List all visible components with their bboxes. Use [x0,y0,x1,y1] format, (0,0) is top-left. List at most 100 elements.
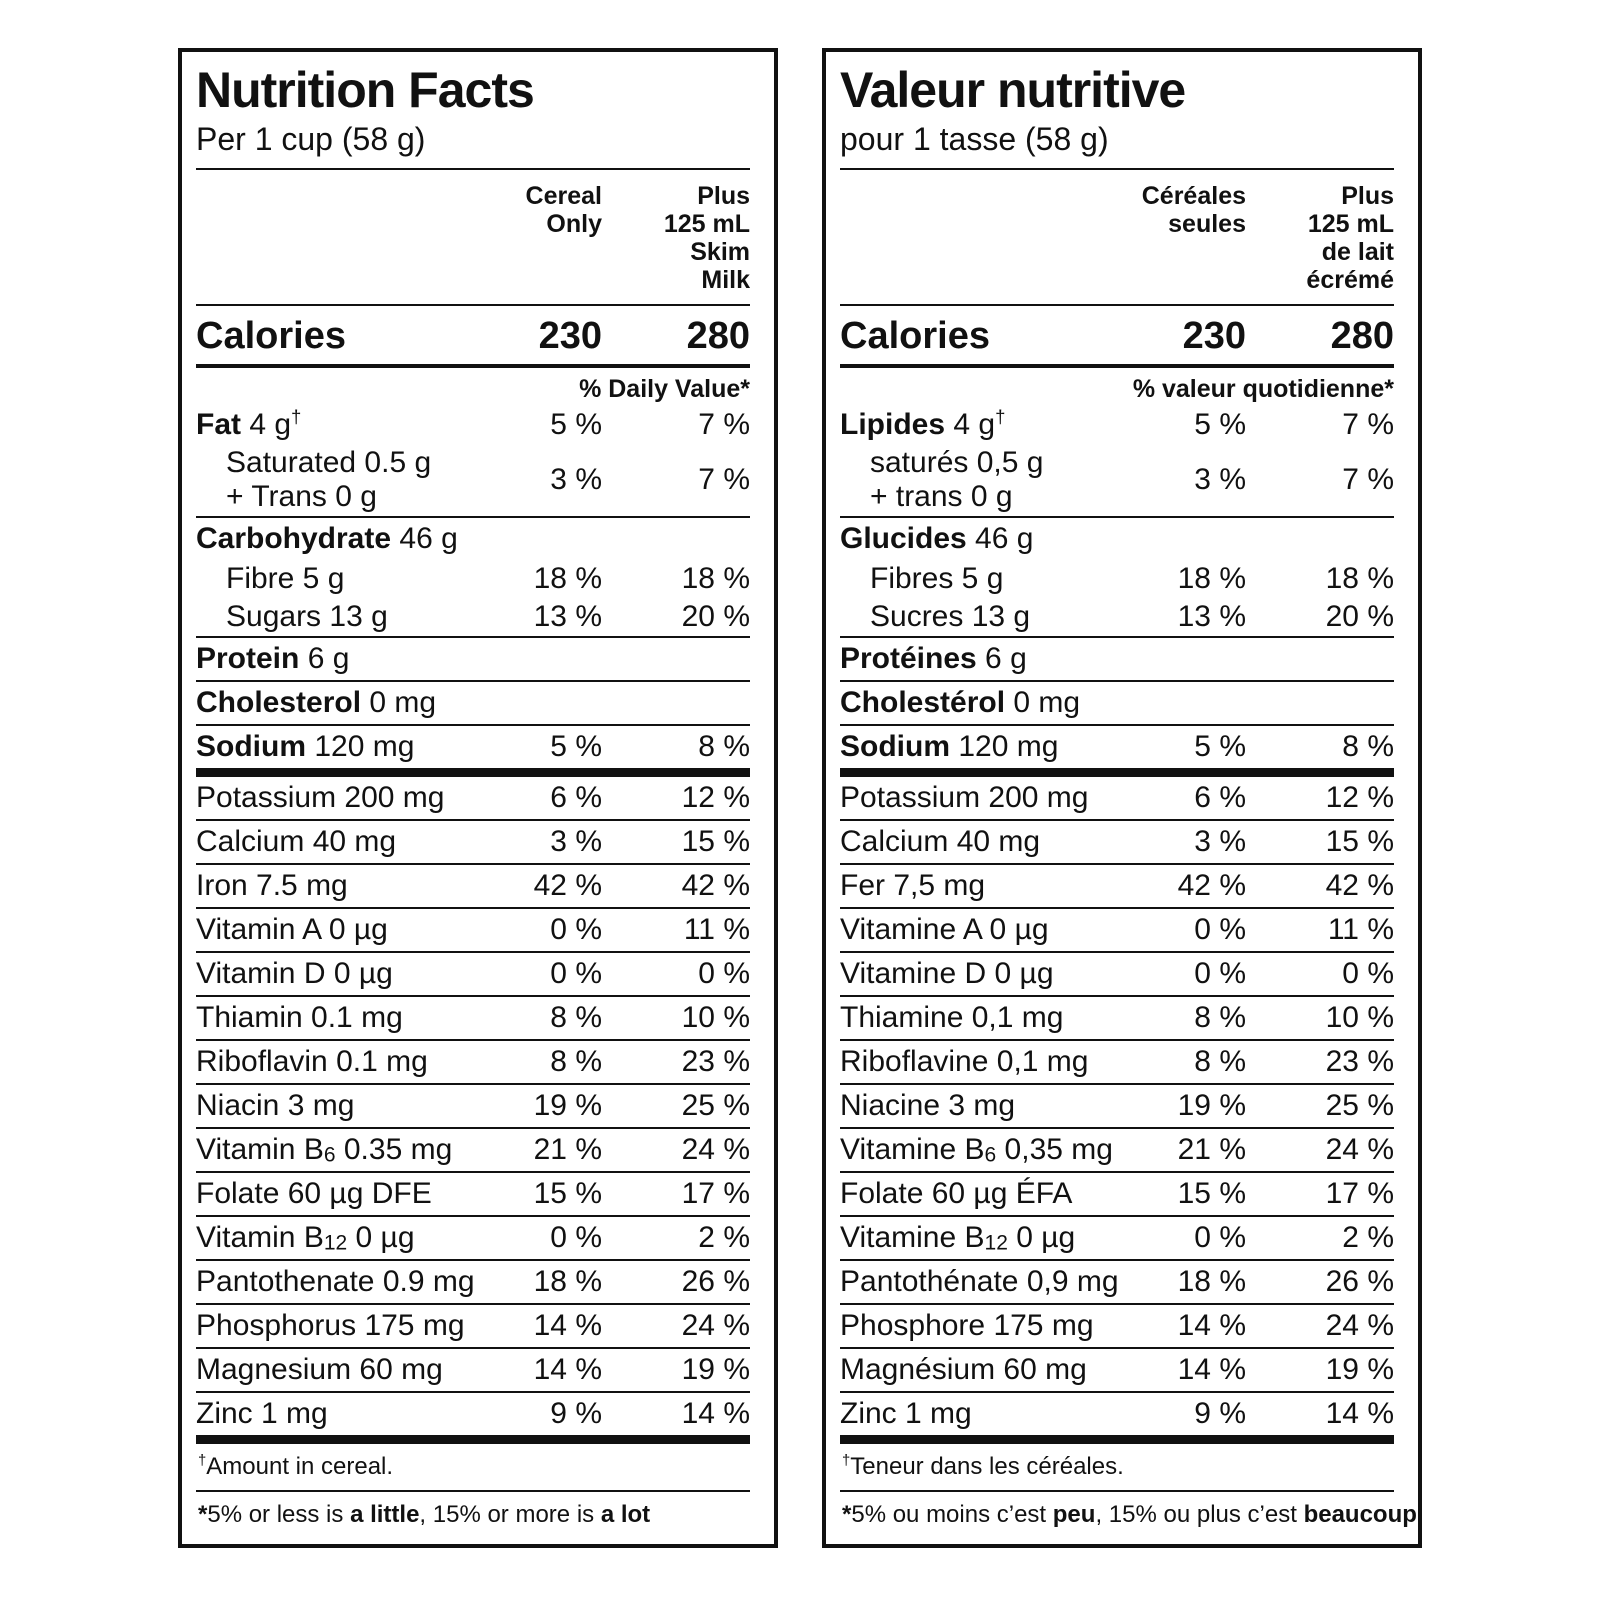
footnote-part: 5% or less is [207,1501,351,1528]
footnote-part: † [198,1453,207,1469]
nutrient-name-part: Magnésium 60 mg [840,1353,1087,1386]
thick-divider-bar [196,1435,750,1444]
percent-cereal-only: 18 % [533,1265,602,1298]
nutrient-name: Vitamin D 0 µg [196,957,484,991]
nutrient-name-part: 120 mg [306,730,415,763]
percent-cereal-only: 14 % [533,1353,602,1386]
nutrient-row: Riboflavin 0.1 mg 8 % 23 % [196,1039,750,1083]
nutrient-name-part: Calcium 40 mg [196,825,397,858]
nutrient-row: Thiamin 0.1 mg 8 % 10 % [196,995,750,1039]
column-header-line: seules [1168,209,1246,238]
nutrient-row: Pantothenate 0.9 mg 18 % 26 % [196,1259,750,1303]
nutrient-row: Phosphore 175 mg 14 % 24 % [840,1303,1394,1347]
nutrient-name-part: saturés 0,5 g [870,446,1044,479]
column-header-line: 125 mL [1307,209,1394,238]
nutrient-name-part: Protein [196,642,300,675]
percent-cereal-only: 13 % [533,600,602,633]
nutrient-name: Cholesterol 0 mg [196,686,484,720]
column-header-line: Milk [701,265,750,294]
nutrient-row: Calcium 40 mg 3 % 15 % [840,819,1394,863]
footnote-daily-value-scale: *5% or less is a little, 15% or more is … [196,1492,750,1532]
nutrient-name-part: Riboflavin 0.1 mg [196,1045,428,1078]
nutrient-name-part: Potassium 200 mg [840,781,1089,814]
serving-size: pour 1 tasse (58 g) [840,121,1109,157]
percent-cereal-only: 21 % [1177,1133,1246,1166]
daily-value-header: % Daily Value* [579,375,750,403]
percent-with-milk: 19 % [1325,1353,1394,1386]
nutrient-name-part: Lipides [840,408,946,441]
percent-cereal-only: 8 % [550,1045,602,1078]
percent-cereal-only: 13 % [1177,600,1246,633]
nutrient-name-part: Pantothenate 0.9 mg [196,1265,475,1298]
percent-cereal-only: 14 % [1177,1353,1246,1386]
nutrient-name-part: Potassium 200 mg [196,781,445,814]
nutrient-name-part: Cholesterol [196,686,362,719]
nutrient-name: Pantothenate 0.9 mg [196,1265,484,1299]
column-header-cereal-only: Céréales seules [1128,182,1246,238]
nutrient-name-part: Fibres 5 g [870,562,1004,595]
percent-with-milk: 42 % [681,869,750,902]
nutrient-name: Folate 60 µg DFE [196,1177,484,1211]
column-header-line: Skim [690,237,750,266]
percent-cereal-only: 15 % [1177,1177,1246,1210]
calories-row: Calories 230 280 [196,303,750,364]
percent-with-milk: 25 % [681,1089,750,1122]
nutrient-name-part: Phosphore 175 mg [840,1309,1094,1342]
nutrient-row: Vitamine B12 0 µg 0 % 2 % [840,1215,1394,1259]
column-header-line: de lait [1321,237,1394,266]
nutrient-name-part: Vitamine B [840,1221,985,1254]
nutrient-row: Folate 60 µg DFE 15 % 17 % [196,1171,750,1215]
daily-value-header: % valeur quotidienne* [1132,375,1394,403]
nutrient-rows: Lipides 4 g† 5 % 7 % saturés 0,5 g + trans 0… [840,406,1394,1435]
percent-cereal-only: 0 % [550,913,602,946]
percent-with-milk: 17 % [681,1177,750,1210]
column-header-with-milk: Plus 125 mL Skim Milk [602,182,750,294]
footnotes-section: †Teneur dans les céréales. *5% ou moins … [840,1435,1417,1532]
calories-label: Calories [196,314,346,357]
nutrient-name-part: 46 g [966,522,1034,555]
calories-row: Calories 230 280 [840,303,1394,364]
nutrient-name: Zinc 1 mg [840,1397,1128,1431]
footnotes-section: †Amount in cereal. *5% or less is a litt… [196,1435,750,1532]
percent-cereal-only: 3 % [1194,463,1246,496]
nutrient-row: Vitamin A 0 µg 0 % 11 % [196,907,750,951]
percent-with-milk: 2 % [698,1221,750,1254]
nutrient-name-part: Thiamine 0,1 mg [840,1001,1064,1034]
nutrient-name-part: Saturated 0.5 g [226,446,432,479]
nutrient-name-part: Zinc 1 mg [196,1397,328,1430]
nutrient-row: Vitamine B6 0,35 mg 21 % 24 % [840,1127,1394,1171]
nutrient-row: Niacin 3 mg 19 % 25 % [196,1083,750,1127]
nutrient-name: Sugars 13 g [196,600,484,634]
nutrient-name-part: 4 g [241,408,292,441]
nutrient-name: Sodium 120 mg [196,730,484,764]
percent-with-milk: 14 % [681,1397,750,1430]
nutrient-name-part: 0 µg [1007,1221,1076,1254]
percent-with-milk: 11 % [683,913,750,946]
footnote-part: peu [1052,1501,1096,1528]
percent-with-milk: 7 % [1342,408,1394,441]
percent-with-milk: 0 % [698,957,750,990]
nutrient-name: Lipides 4 g† [840,407,1128,442]
nutrient-name-part: Magnesium 60 mg [196,1353,443,1386]
thick-divider-bar [196,363,750,368]
nutrient-name-part: Sugars 13 g [226,600,388,633]
footnote-part: , 15% or more is [419,1501,601,1528]
nutrient-name-part: Phosphorus 175 mg [196,1309,465,1342]
nutrient-name-part: 12 [323,1231,348,1255]
header-rule [840,168,1394,170]
thick-divider-bar [840,1435,1394,1444]
nutrient-name-part: 0.35 mg [335,1133,453,1166]
nutrient-name-part: Sodium [840,730,950,763]
nutrient-name: Protein 6 g [196,642,484,676]
nutrient-name-part: Vitamin D 0 µg [196,957,393,990]
nutrient-name-part: 6 g [299,642,350,675]
nutrient-name: Calcium 40 mg [196,825,484,859]
nutrient-name-part: Fat [196,408,241,441]
nutrient-row: Pantothénate 0,9 mg 18 % 26 % [840,1259,1394,1303]
percent-with-milk: 24 % [1325,1309,1394,1342]
footnote-amount-in-cereal: †Amount in cereal. [196,1444,750,1492]
column-header-with-milk: Plus 125 mL de lait écrémé [1246,182,1394,294]
nutrient-row: Sugars 13 g 13 % 20 % [196,598,750,636]
nutrient-name: Calcium 40 mg [840,825,1128,859]
percent-with-milk: 14 % [1325,1397,1394,1430]
